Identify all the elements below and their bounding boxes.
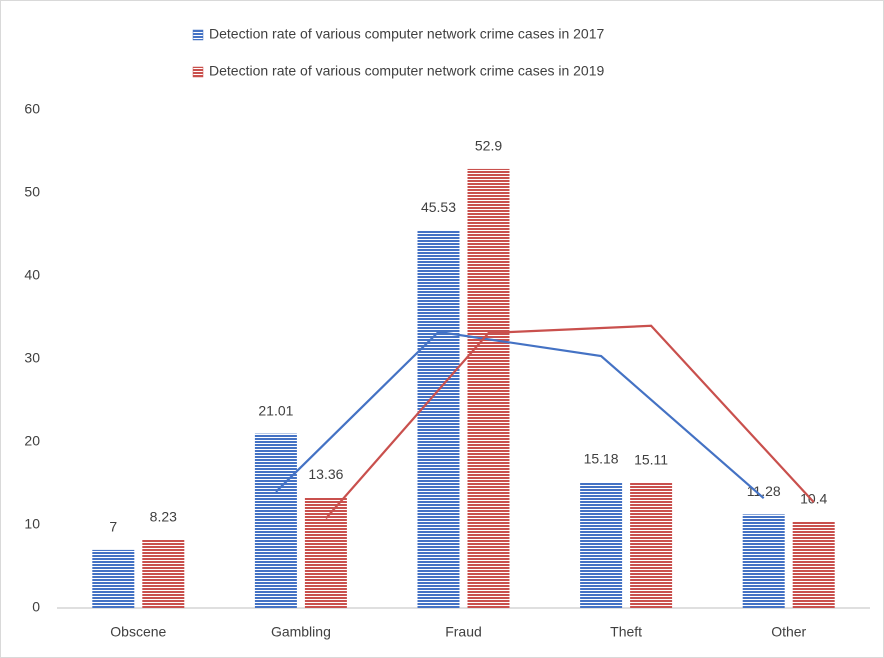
legend-label: Detection rate of various computer netwo…: [209, 26, 605, 42]
y-tick-label: 20: [24, 433, 40, 449]
bar: [467, 168, 510, 608]
bar: [742, 514, 785, 608]
x-tick-label: Fraud: [445, 624, 482, 640]
y-tick-label: 40: [24, 267, 40, 283]
y-tick-label: 0: [32, 599, 40, 615]
x-tick-label: Other: [771, 624, 806, 640]
data-label: 52.9: [475, 138, 502, 154]
y-tick-label: 60: [24, 101, 40, 117]
data-label: 11.28: [747, 483, 781, 499]
bar: [630, 482, 673, 608]
trend-line: [325, 324, 815, 520]
data-label: 21.01: [258, 402, 293, 418]
bar: [792, 521, 835, 608]
data-label: 13.36: [308, 466, 343, 482]
x-tick-label: Gambling: [271, 624, 331, 640]
x-tick-label: Obscene: [110, 624, 166, 640]
bar: [417, 230, 460, 608]
y-tick-label: 10: [24, 516, 40, 532]
y-tick-label: 50: [24, 184, 40, 200]
data-label: 8.23: [150, 508, 177, 524]
data-label: 15.18: [584, 451, 619, 467]
bar: [142, 539, 185, 608]
trend-line: [275, 330, 765, 500]
data-label: 45.53: [421, 199, 456, 215]
bar: [304, 497, 347, 608]
x-tick-label: Theft: [610, 624, 642, 640]
bar: [580, 482, 623, 608]
bar: [92, 549, 135, 608]
legend-swatch: [192, 66, 204, 78]
data-label: 15.11: [634, 451, 668, 467]
y-tick-label: 30: [24, 350, 40, 366]
legend-swatch: [192, 29, 204, 41]
data-label: 7: [109, 519, 117, 535]
bar: [254, 433, 297, 608]
legend-label: Detection rate of various computer netwo…: [209, 63, 605, 79]
